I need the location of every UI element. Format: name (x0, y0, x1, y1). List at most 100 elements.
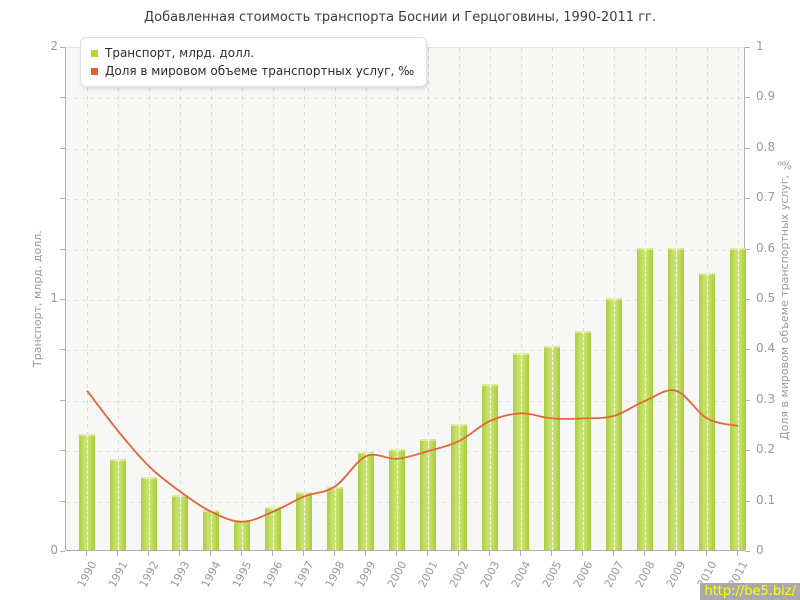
x-axis-tick (117, 551, 118, 556)
x-axis-tick (272, 551, 273, 556)
x-axis-tick (241, 551, 242, 556)
x-axis-tick (644, 551, 645, 556)
v-gridline (583, 48, 584, 550)
right-axis-tick-label: 1 (756, 39, 764, 53)
right-axis-tick (745, 551, 750, 552)
bar-2007 (606, 298, 622, 550)
bar-1992 (141, 476, 157, 551)
bar-2002 (451, 424, 467, 550)
bar-2008 (637, 247, 653, 551)
x-axis-label: 1991 (105, 559, 131, 590)
right-axis-tick-label: 0.6 (756, 240, 776, 255)
v-gridline (273, 48, 274, 550)
left-axis-tick (60, 551, 65, 552)
x-axis-label: 2006 (570, 559, 596, 590)
x-axis-tick (334, 551, 335, 556)
bar-1999 (358, 451, 374, 551)
share-line (86, 389, 739, 523)
left-axis-tick (60, 349, 65, 351)
x-axis-tick (86, 551, 87, 556)
x-axis-tick (551, 551, 552, 556)
x-axis-label: 1994 (198, 559, 224, 590)
left-axis-tick (60, 248, 65, 250)
x-axis-label: 1999 (353, 559, 379, 590)
x-axis-label: 2003 (477, 559, 503, 590)
left-axis-tick-label: 2 (50, 39, 58, 53)
right-axis-tick (745, 349, 750, 351)
x-axis-tick (458, 551, 459, 556)
x-axis-tick (148, 551, 149, 556)
bar-2001 (420, 439, 436, 550)
v-gridline (118, 48, 119, 550)
x-axis-tick (396, 551, 397, 556)
x-axis-tick (613, 551, 614, 556)
right-axis-tick (745, 299, 750, 300)
left-axis-tick-label: 0 (50, 543, 58, 557)
v-gridline (149, 48, 150, 550)
right-axis-tick (745, 47, 750, 48)
left-axis-tick (60, 500, 65, 502)
v-gridline (180, 48, 181, 550)
v-gridline (459, 48, 460, 550)
left-axis-tick (60, 97, 65, 99)
h-gridline (66, 98, 744, 100)
v-gridline (366, 48, 367, 550)
legend-item-transport: Транспорт, млрд. долл. (91, 45, 414, 61)
legend-label-transport: Транспорт, млрд. долл. (105, 46, 255, 60)
left-axis-tick (60, 299, 65, 300)
bar-2004 (513, 353, 529, 550)
right-axis-tick (745, 500, 750, 502)
x-axis-tick (210, 551, 211, 556)
bar-1991 (110, 459, 126, 550)
x-axis-label: 2004 (508, 559, 534, 590)
right-axis-tick (745, 399, 750, 401)
h-gridline (66, 501, 744, 503)
right-axis-tick-label: 0.5 (756, 291, 776, 305)
legend-line-marker-icon (91, 67, 98, 75)
x-axis-label: 2002 (446, 559, 472, 590)
left-axis-tick (60, 450, 65, 452)
h-gridline (66, 400, 744, 402)
left-axis-tick (60, 47, 65, 48)
legend-label-share: Доля в мировом объеме транспортных услуг… (105, 64, 415, 78)
right-axis-tick (745, 450, 750, 452)
v-gridline (87, 48, 88, 550)
x-axis-label: 1993 (167, 559, 193, 590)
h-gridline (66, 300, 744, 301)
x-axis-tick (303, 551, 304, 556)
bar-1997 (296, 492, 312, 550)
v-gridline (490, 48, 491, 550)
h-gridline (66, 199, 744, 201)
bar-1993 (172, 494, 188, 551)
v-gridline (335, 48, 336, 550)
v-gridline (397, 48, 398, 550)
share-line-series (86, 389, 739, 523)
x-axis-tick (582, 551, 583, 556)
right-axis-tick (745, 147, 750, 149)
right-axis-tick (745, 248, 750, 250)
h-gridline (66, 451, 744, 453)
x-axis-tick (520, 551, 521, 556)
x-axis-label: 2008 (632, 559, 658, 590)
h-gridline (66, 148, 744, 150)
watermark-link[interactable]: http://be5.biz/ (700, 583, 800, 600)
x-axis-tick (179, 551, 180, 556)
plot-area (65, 47, 746, 551)
x-axis-tick (365, 551, 366, 556)
x-axis-label: 1998 (322, 559, 348, 590)
bar-1998 (327, 487, 343, 550)
x-axis-label: 2001 (415, 559, 441, 590)
bar-1995 (234, 519, 250, 551)
x-axis-label: 2007 (601, 559, 627, 590)
v-gridline (552, 48, 553, 550)
x-axis-label: 2009 (663, 559, 689, 590)
right-axis-tick (745, 198, 750, 200)
right-axis-tick-label: 0.7 (756, 190, 776, 205)
bar-1996 (265, 507, 281, 550)
x-axis-label: 2005 (539, 559, 565, 590)
h-gridline (66, 350, 744, 352)
x-axis-label: 1990 (74, 559, 100, 590)
right-axis-tick-label: 0.8 (756, 139, 776, 154)
left-axis-tick (60, 147, 65, 149)
left-axis-tick (60, 399, 65, 401)
